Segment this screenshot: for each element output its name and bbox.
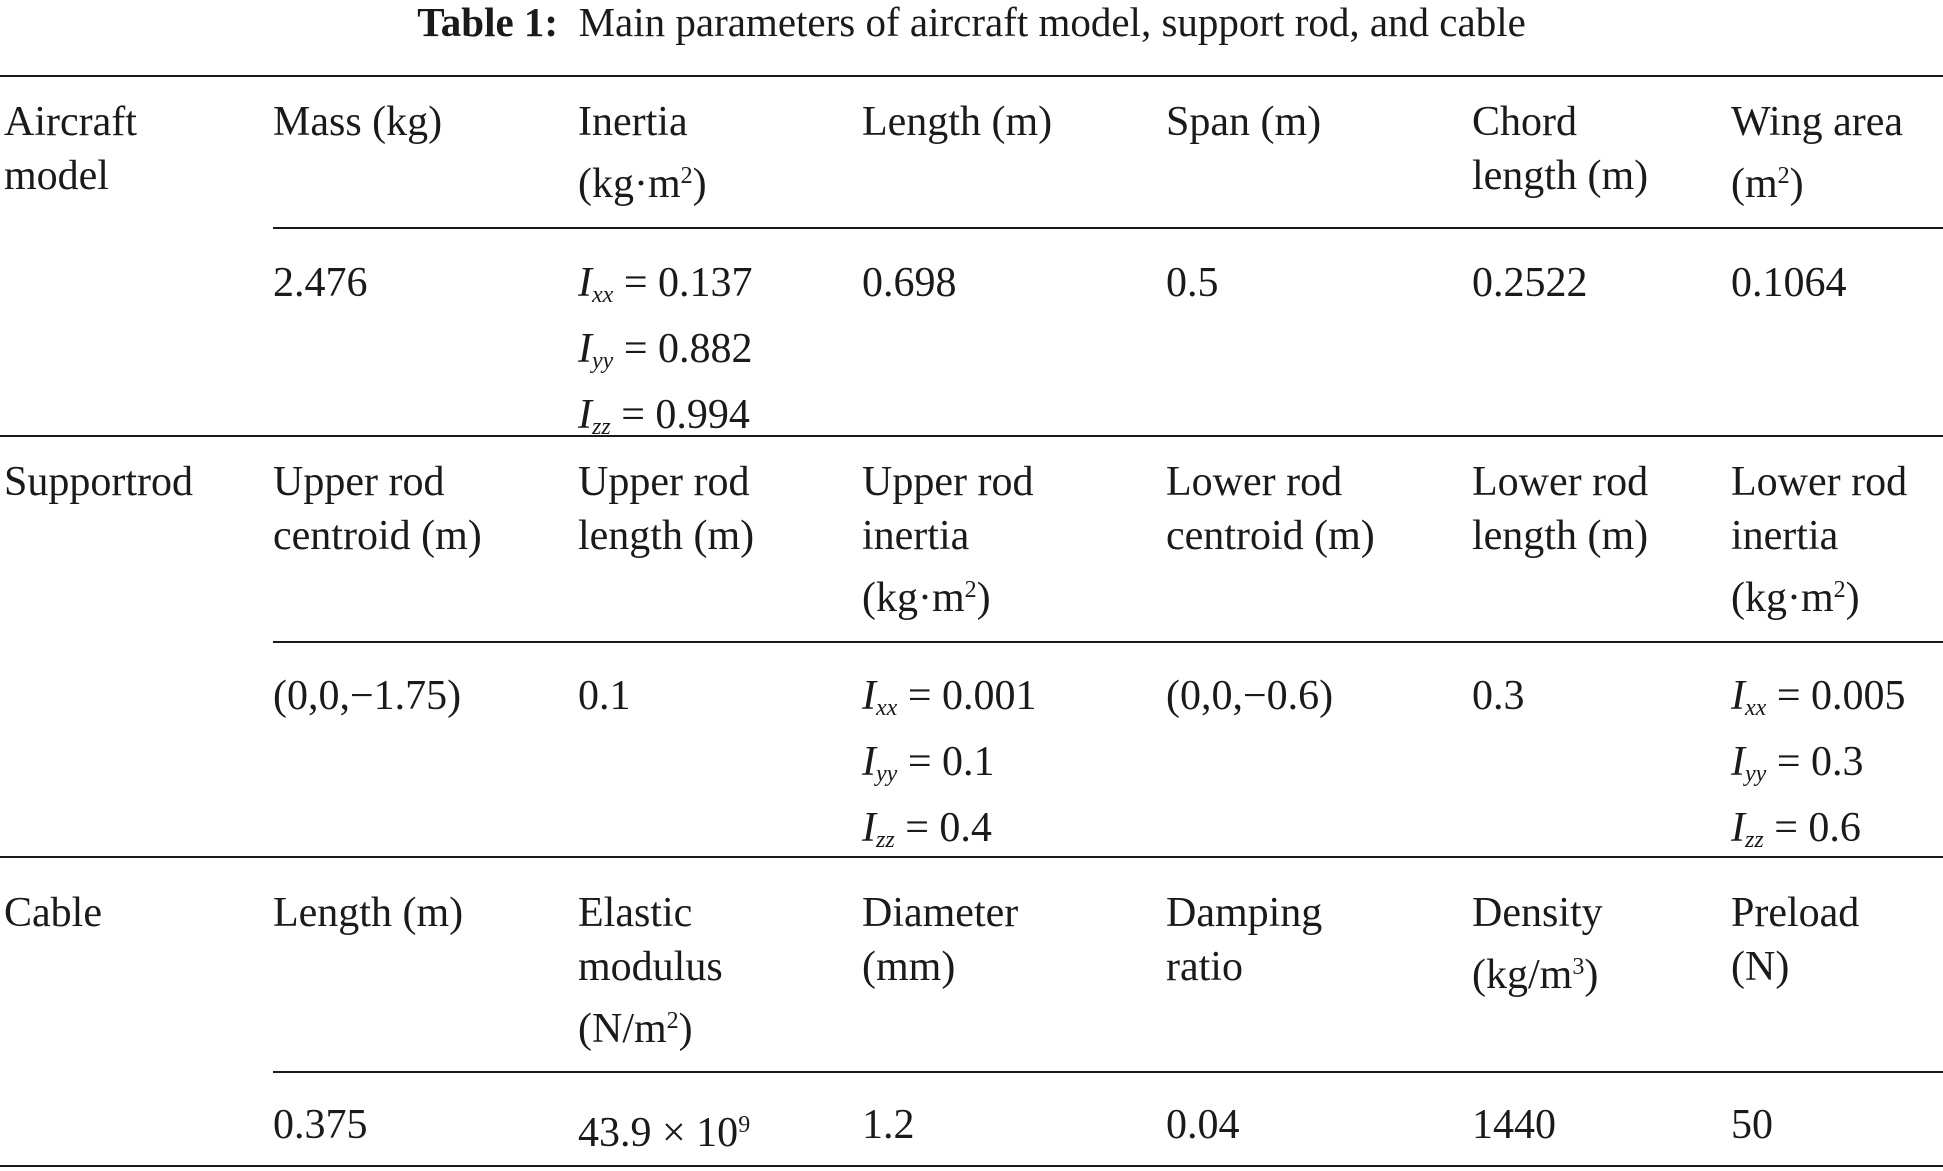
value-wing-area: 0.1064 xyxy=(1731,260,1847,306)
value-density: 1440 xyxy=(1472,1102,1556,1148)
table-caption: Table 1: Main parameters of aircraft mod… xyxy=(0,0,1943,56)
table-top-rule xyxy=(0,75,1943,77)
value-inertia: Ixx = 0.137 Iyy = 0.882 Izz = 0.994 xyxy=(578,260,753,440)
header-density: Density (kg/m3) xyxy=(1472,890,1603,998)
value-diameter: 1.2 xyxy=(862,1102,915,1148)
value-preload: 50 xyxy=(1731,1102,1773,1148)
group-name-cable: Cable xyxy=(4,890,102,936)
group-name-aircraft-model: Aircraft model xyxy=(4,99,137,199)
aircraft-header-rule xyxy=(273,227,1943,229)
header-inertia: Inertia (kg·m2) xyxy=(578,99,707,207)
aircraft-group-rule xyxy=(0,435,1943,437)
header-diameter: Diameter (mm) xyxy=(862,890,1019,990)
header-upper-rod-centroid: Upper rod centroid (m) xyxy=(273,459,482,559)
header-length: Length (m) xyxy=(862,99,1053,145)
header-chord-length: Chord length (m) xyxy=(1472,99,1649,199)
value-length: 0.698 xyxy=(862,260,957,306)
header-damping-ratio: Damping ratio xyxy=(1166,890,1323,990)
header-upper-rod-length: Upper rod length (m) xyxy=(578,459,755,559)
value-lower-rod-length: 0.3 xyxy=(1472,673,1525,719)
value-lower-rod-inertia: Ixx = 0.005 Iyy = 0.3 Izz = 0.6 xyxy=(1731,673,1906,853)
value-upper-rod-inertia: Ixx = 0.001 Iyy = 0.1 Izz = 0.4 xyxy=(862,673,1037,853)
header-lower-rod-length: Lower rod length (m) xyxy=(1472,459,1649,559)
caption-text: Main parameters of aircraft model, suppo… xyxy=(578,0,1526,45)
header-lower-rod-inertia: Lower rod inertia (kg·m2) xyxy=(1731,459,1908,621)
supportrod-header-rule xyxy=(273,641,1943,643)
value-upper-rod-centroid: (0,0,−1.75) xyxy=(273,673,462,719)
caption-label: Table 1: xyxy=(417,0,559,45)
table-bottom-rule xyxy=(0,1165,1943,1167)
value-lower-rod-centroid: (0,0,−0.6) xyxy=(1166,673,1334,719)
cable-header-rule xyxy=(273,1071,1943,1073)
value-mass: 2.476 xyxy=(273,260,368,306)
header-cable-length: Length (m) xyxy=(273,890,464,936)
value-span: 0.5 xyxy=(1166,260,1219,306)
header-upper-rod-inertia: Upper rod inertia (kg·m2) xyxy=(862,459,1034,621)
value-chord-length: 0.2522 xyxy=(1472,260,1588,306)
header-mass: Mass (kg) xyxy=(273,99,443,145)
supportrod-group-rule xyxy=(0,856,1943,858)
header-elastic-modulus: Elastic modulus (N/m2) xyxy=(578,890,723,1052)
value-elastic-modulus: 43.9 × 109 xyxy=(578,1110,751,1156)
group-name-supportrod: Supportrod xyxy=(4,459,193,505)
value-cable-length: 0.375 xyxy=(273,1102,368,1148)
header-wing-area: Wing area (m2) xyxy=(1731,99,1904,207)
header-lower-rod-centroid: Lower rod centroid (m) xyxy=(1166,459,1375,559)
value-upper-rod-length: 0.1 xyxy=(578,673,631,719)
value-damping-ratio: 0.04 xyxy=(1166,1102,1240,1148)
header-span: Span (m) xyxy=(1166,99,1322,145)
header-preload: Preload (N) xyxy=(1731,890,1860,990)
